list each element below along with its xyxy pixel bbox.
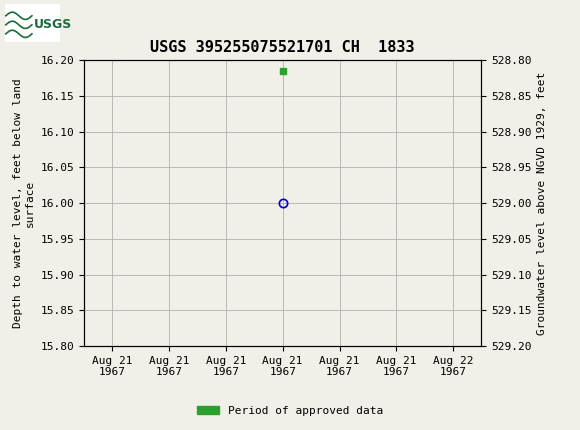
Y-axis label: Depth to water level, feet below land
surface: Depth to water level, feet below land su… (13, 78, 35, 328)
Title: USGS 395255075521701 CH  1833: USGS 395255075521701 CH 1833 (150, 40, 415, 55)
Text: USGS: USGS (34, 18, 72, 31)
FancyBboxPatch shape (5, 3, 60, 42)
Legend: Period of approved data: Period of approved data (193, 401, 387, 420)
Y-axis label: Groundwater level above NGVD 1929, feet: Groundwater level above NGVD 1929, feet (537, 71, 547, 335)
